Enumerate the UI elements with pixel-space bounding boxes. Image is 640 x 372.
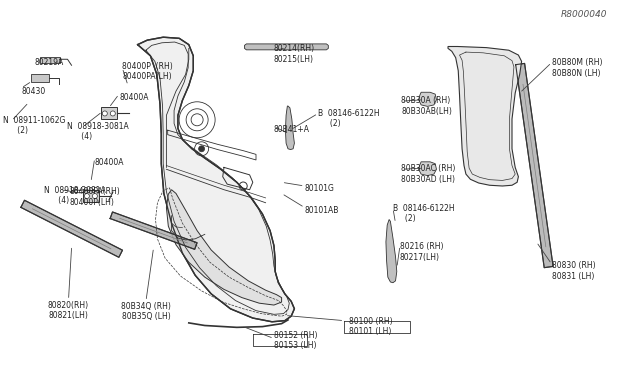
Text: 80216 (RH)
80217(LH): 80216 (RH) 80217(LH) bbox=[400, 242, 444, 262]
Polygon shape bbox=[419, 92, 436, 106]
Polygon shape bbox=[516, 63, 553, 268]
Text: 80B80M (RH)
80B80N (LH): 80B80M (RH) 80B80N (LH) bbox=[552, 58, 602, 78]
Text: 80400A: 80400A bbox=[119, 93, 148, 102]
Text: 80400A: 80400A bbox=[95, 158, 124, 167]
Text: N  08918-3081A
      (4): N 08918-3081A (4) bbox=[67, 122, 129, 141]
Text: B  08146-6122H
     (2): B 08146-6122H (2) bbox=[393, 204, 454, 223]
Polygon shape bbox=[138, 37, 294, 322]
Text: 80214(RH)
80215(LH): 80214(RH) 80215(LH) bbox=[274, 44, 315, 64]
Text: 80B41+A: 80B41+A bbox=[274, 125, 310, 134]
Text: 80100 (RH)
80101 (LH): 80100 (RH) 80101 (LH) bbox=[349, 317, 392, 336]
Polygon shape bbox=[110, 212, 197, 249]
Polygon shape bbox=[166, 190, 282, 305]
Text: 80101AB: 80101AB bbox=[305, 206, 339, 215]
Bar bbox=[31, 74, 49, 82]
Polygon shape bbox=[448, 46, 522, 186]
Polygon shape bbox=[244, 44, 328, 50]
Text: 80B30A (RH)
80B30AB(LH): 80B30A (RH) 80B30AB(LH) bbox=[401, 96, 452, 116]
Circle shape bbox=[110, 111, 115, 116]
Text: 80B34Q (RH)
80B35Q (LH): 80B34Q (RH) 80B35Q (LH) bbox=[121, 302, 171, 321]
Circle shape bbox=[198, 146, 205, 152]
Circle shape bbox=[102, 111, 108, 116]
Text: 80219A: 80219A bbox=[35, 58, 64, 67]
Text: N  08911-1062G
      (2): N 08911-1062G (2) bbox=[3, 116, 65, 135]
Text: 80400P  (RH)
80400PA(LH): 80400P (RH) 80400PA(LH) bbox=[122, 62, 173, 81]
Text: 80152 (RH)
80153 (LH): 80152 (RH) 80153 (LH) bbox=[274, 331, 317, 350]
Text: 80B30AC (RH)
80B30AD (LH): 80B30AC (RH) 80B30AD (LH) bbox=[401, 164, 456, 184]
Polygon shape bbox=[21, 200, 122, 257]
Text: N  08918-3081A
      (4): N 08918-3081A (4) bbox=[44, 186, 106, 205]
Polygon shape bbox=[386, 219, 397, 283]
Polygon shape bbox=[419, 162, 436, 176]
Text: 80400PA(RH)
80400P(LH): 80400PA(RH) 80400P(LH) bbox=[70, 187, 120, 207]
Text: 80830 (RH)
80831 (LH): 80830 (RH) 80831 (LH) bbox=[552, 261, 595, 280]
Text: 80430: 80430 bbox=[21, 87, 45, 96]
Text: R8000040: R8000040 bbox=[561, 10, 607, 19]
Text: 80820(RH)
80821(LH): 80820(RH) 80821(LH) bbox=[48, 301, 89, 320]
Bar bbox=[83, 190, 99, 202]
Circle shape bbox=[84, 193, 90, 199]
Text: 80101G: 80101G bbox=[305, 185, 335, 193]
Text: B  08146-6122H
     (2): B 08146-6122H (2) bbox=[318, 109, 380, 128]
Bar bbox=[40, 57, 60, 63]
Circle shape bbox=[92, 193, 97, 199]
Polygon shape bbox=[285, 106, 294, 150]
Bar bbox=[101, 108, 117, 119]
